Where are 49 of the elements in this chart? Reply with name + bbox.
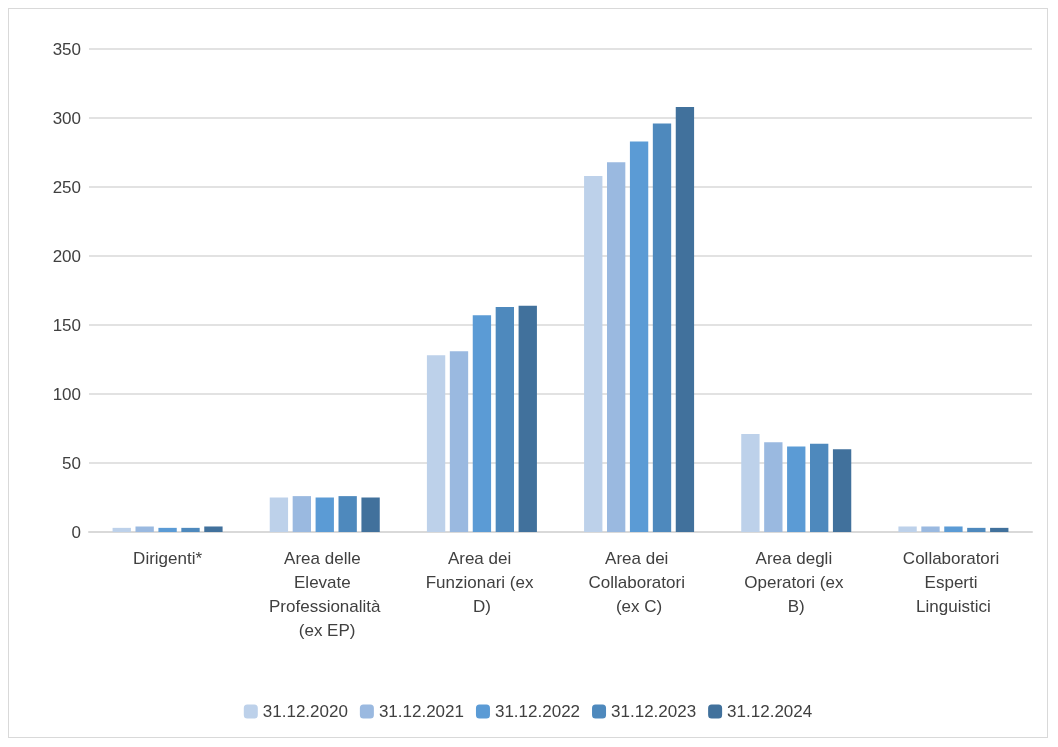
bar [315,497,334,532]
bar [584,175,603,532]
y-tick-label: 0 [71,522,81,542]
bar [472,315,492,532]
bar [944,526,963,532]
bar [741,434,760,532]
legend-label: 31.12.2020 [262,702,348,721]
x-tick-label: Area delle Elevate Professionalità (ex EP) [268,548,382,640]
bar [921,526,940,532]
bar [629,141,649,532]
x-tick-label: Dirigenti* [133,548,203,568]
bar [449,351,469,532]
y-tick-label: 50 [62,453,81,473]
bar [181,527,200,532]
bar [158,527,177,532]
x-tick-label: Area dei Funzionari (ex D) [425,548,539,616]
y-tick-label: 350 [52,39,81,59]
bar [810,443,829,532]
bar [898,526,917,532]
bar [787,446,806,532]
bar [135,526,154,532]
y-tick-label: 250 [52,177,81,197]
legend-label: 31.12.2024 [727,702,813,721]
bar [990,527,1009,532]
y-tick-label: 200 [52,246,81,266]
y-tick-label: 300 [52,108,81,128]
bar [607,162,626,532]
bar [112,527,131,532]
bar [426,355,446,532]
bar [652,123,672,532]
bar [832,449,852,532]
legend-label: 31.12.2021 [378,702,464,721]
x-tick-label: Area dei Collaboratori (ex C) [588,548,690,616]
legend-label: 31.12.2022 [494,702,581,721]
x-tick-label: Area degli Operatori (ex B) [744,548,849,616]
y-tick-label: 100 [52,384,81,404]
bar [764,442,783,532]
bar [675,106,695,532]
bar [495,307,514,532]
legend-label: 31.12.2023 [611,702,697,721]
bar [338,496,357,532]
x-tick-label: Collaboratori Esperti Linguistici [902,548,1004,616]
bar [361,497,380,532]
y-tick-label: 150 [52,315,81,335]
bar [269,497,289,532]
bar [204,526,223,532]
bar [292,496,311,532]
bar [967,527,986,532]
bar [518,305,537,532]
